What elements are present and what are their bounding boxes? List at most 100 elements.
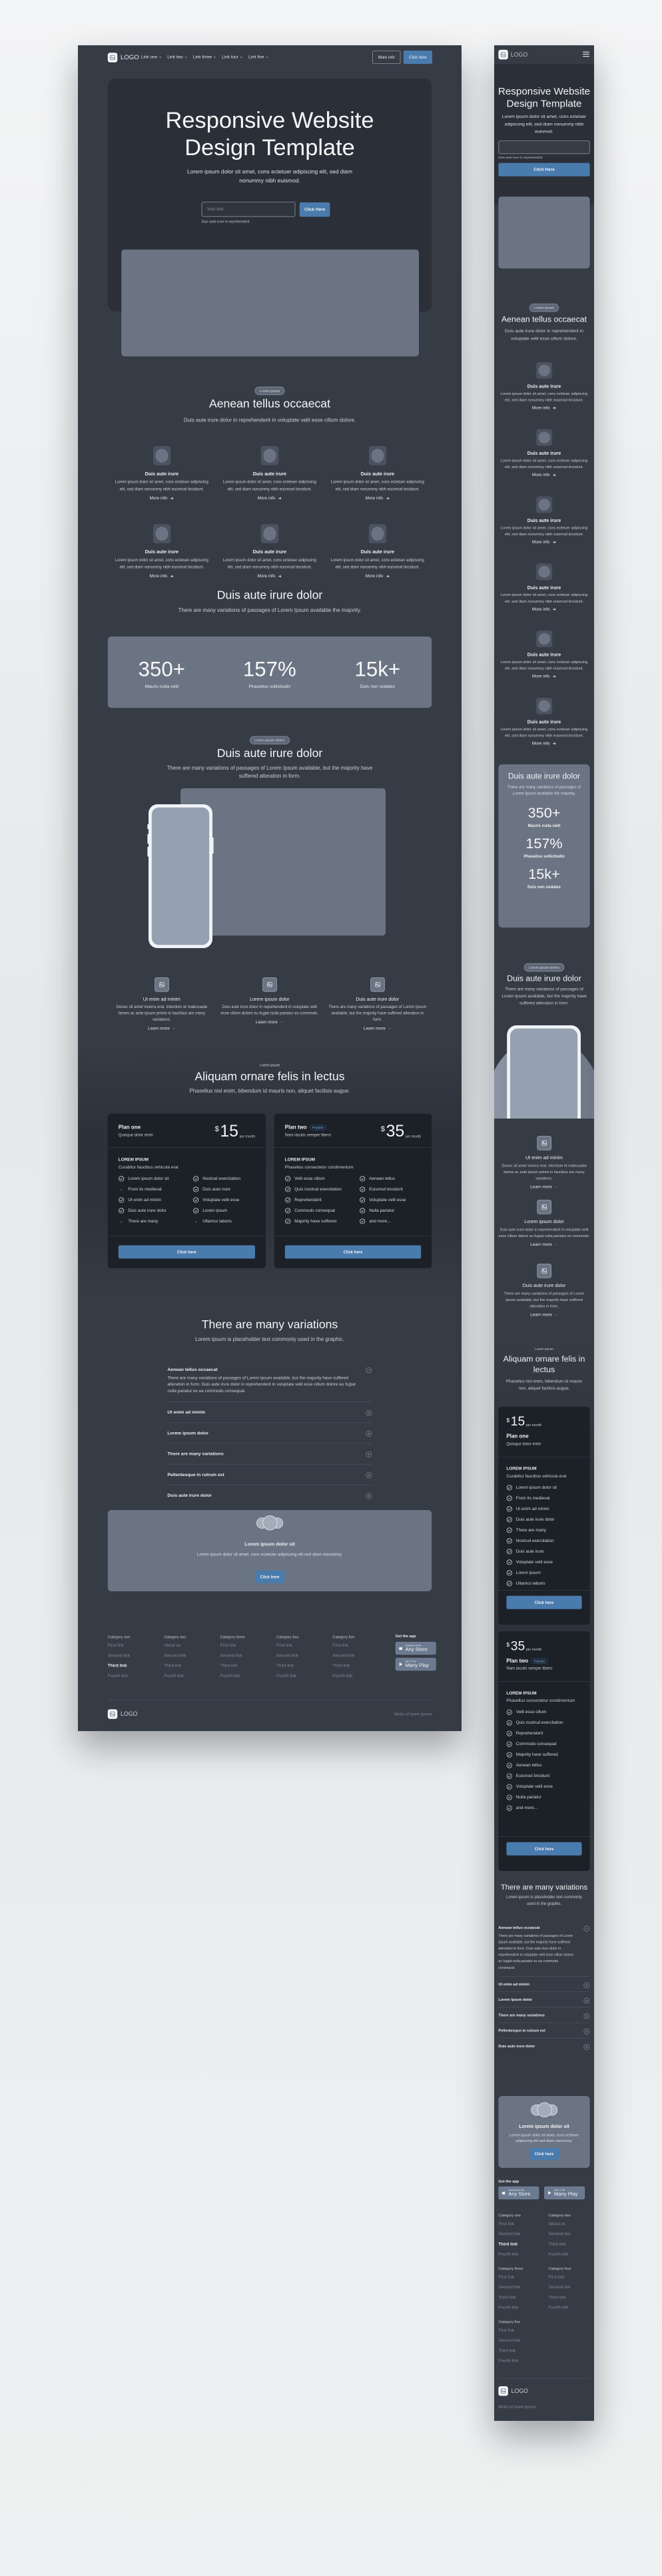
more-info-link[interactable]: More info — [366, 574, 390, 579]
more-info-link[interactable]: More info — [532, 741, 556, 746]
nav-link[interactable]: Link two — [167, 55, 187, 59]
app-store-badge[interactable]: GET IT ON Many Play — [395, 1658, 436, 1671]
footer-link[interactable]: Second link — [548, 2232, 571, 2236]
cta-button[interactable]: Click here — [254, 1570, 285, 1583]
minus-circle-icon[interactable] — [583, 1926, 590, 1932]
footer-logo[interactable]: LOGO — [498, 2386, 528, 2396]
faq-item[interactable]: Aenean tellus occaecat There are many va… — [167, 1360, 372, 1402]
plus-circle-icon[interactable] — [583, 2013, 590, 2019]
more-info-link[interactable]: More info — [150, 496, 174, 501]
footer-link[interactable]: Second link — [276, 1653, 299, 1658]
footer-link[interactable]: First link — [498, 2221, 515, 2226]
logo[interactable]: LOGO — [107, 53, 139, 63]
plan-button[interactable]: Click here — [506, 1842, 582, 1856]
more-info-link[interactable]: More info — [366, 496, 390, 501]
app-store-badge[interactable]: Download on the Any Store — [395, 1642, 436, 1655]
plan-button[interactable]: Click here — [506, 1595, 582, 1609]
app-store-badge[interactable]: Download on the Any Store — [498, 2187, 539, 2200]
footer-link[interactable]: Second link — [498, 2338, 521, 2343]
faq-item[interactable]: There are many variations — [167, 1443, 372, 1465]
footer-link[interactable]: First link — [332, 1643, 349, 1648]
faq-item[interactable]: Ut enim ad minim — [498, 1977, 590, 1992]
footer-link[interactable]: Fourth link — [332, 1673, 353, 1678]
footer-link[interactable]: About us — [164, 1643, 181, 1648]
footer-link[interactable]: Fourth link — [498, 2358, 519, 2364]
cta-button[interactable]: Click here — [529, 2148, 559, 2161]
nav-link[interactable]: Link four — [222, 55, 242, 59]
learn-more-link[interactable]: Learn more — [148, 1026, 176, 1031]
footer-link[interactable]: Fourth link — [498, 2305, 519, 2310]
footer-link[interactable]: Third link — [107, 1663, 127, 1669]
footer-link[interactable]: First link — [220, 1643, 236, 1648]
footer-link[interactable]: Third link — [164, 1663, 182, 1669]
footer-link[interactable]: Third link — [332, 1663, 350, 1669]
faq-item[interactable]: Aenean tellus occaecat There are many va… — [498, 1920, 590, 1977]
click-here-button[interactable]: Click here — [403, 51, 432, 64]
learn-more-link[interactable]: Learn more — [530, 1184, 558, 1189]
footer-link[interactable]: Second link — [548, 2285, 571, 2290]
plan-button[interactable]: Click here — [118, 1245, 255, 1259]
more-info-button[interactable]: More info — [372, 51, 401, 64]
plus-circle-icon[interactable] — [583, 2044, 590, 2051]
hero-submit-button[interactable]: Click Here — [498, 162, 590, 176]
footer-link[interactable]: Third link — [548, 2295, 566, 2300]
more-info-link[interactable]: More info — [532, 405, 556, 410]
learn-more-link[interactable]: Learn more — [364, 1026, 392, 1031]
mobile-logo[interactable]: LOGO — [498, 49, 527, 60]
faq-item[interactable]: There are many variations — [498, 2007, 590, 2023]
more-info-link[interactable]: More info — [258, 496, 282, 501]
hero-submit-button[interactable]: Click Here — [299, 202, 330, 217]
plus-circle-icon[interactable] — [583, 1997, 590, 2004]
footer-link[interactable]: Fourth link — [548, 2305, 569, 2310]
footer-link[interactable]: Third link — [498, 2295, 516, 2300]
footer-link[interactable]: Fourth link — [498, 2252, 519, 2257]
faq-item[interactable]: Lorem ipsum dolor — [498, 1992, 590, 2008]
footer-link[interactable]: First link — [276, 1643, 292, 1648]
minus-circle-icon[interactable] — [366, 1367, 372, 1374]
nav-link[interactable]: Link one — [141, 55, 162, 59]
footer-link[interactable]: Fourth link — [276, 1673, 296, 1678]
footer-link[interactable]: Second link — [220, 1653, 242, 1658]
plus-circle-icon[interactable] — [583, 2028, 590, 2035]
hero-text-input[interactable] — [498, 140, 590, 154]
faq-item[interactable]: Duis aute irure dolor — [167, 1485, 372, 1505]
plus-circle-icon[interactable] — [366, 1472, 372, 1479]
footer-link[interactable]: Third link — [220, 1663, 238, 1669]
footer-link[interactable]: About us — [548, 2221, 565, 2226]
footer-link[interactable]: Fourth link — [548, 2252, 569, 2257]
footer-logo[interactable]: LOGO — [107, 1709, 137, 1719]
faq-item[interactable]: Lorem ipsum dolor — [167, 1423, 372, 1444]
footer-link[interactable]: Third link — [276, 1663, 294, 1669]
footer-link[interactable]: Third link — [548, 2242, 566, 2246]
nav-link[interactable]: Link three — [193, 55, 216, 59]
plan-button[interactable]: Click here — [284, 1245, 422, 1259]
faq-item[interactable]: Pellentesque in rutrum est — [498, 2023, 590, 2039]
nav-link[interactable]: Link five — [248, 55, 268, 59]
more-info-link[interactable]: More info — [532, 540, 556, 545]
footer-link[interactable]: Second link — [332, 1653, 355, 1658]
footer-link[interactable]: Third link — [498, 2242, 518, 2246]
more-info-link[interactable]: More info — [150, 574, 174, 579]
more-info-link[interactable]: More info — [532, 607, 556, 612]
footer-link[interactable]: First link — [498, 2274, 515, 2280]
faq-item[interactable]: Ut enim ad minim — [167, 1402, 372, 1423]
hamburger-icon[interactable] — [583, 51, 589, 57]
footer-link[interactable]: First link — [498, 2328, 515, 2333]
faq-item[interactable]: Pellentesque in rutrum est — [167, 1465, 372, 1485]
learn-more-link[interactable]: Learn more — [530, 1312, 558, 1317]
plus-circle-icon[interactable] — [583, 1982, 590, 1989]
plus-circle-icon[interactable] — [366, 1430, 372, 1437]
footer-link[interactable]: First link — [107, 1643, 124, 1648]
faq-item[interactable]: Duis aute irure dolor — [498, 2039, 590, 2053]
footer-link[interactable]: First link — [548, 2274, 565, 2280]
footer-link[interactable]: Second link — [164, 1653, 186, 1658]
plus-circle-icon[interactable] — [366, 1410, 372, 1416]
learn-more-link[interactable]: Learn more — [530, 1242, 558, 1247]
footer-link[interactable]: Fourth link — [220, 1673, 240, 1678]
plus-circle-icon[interactable] — [366, 1493, 372, 1499]
footer-link[interactable]: Fourth link — [107, 1673, 128, 1678]
hero-text-input[interactable]: Your text — [201, 202, 296, 217]
plus-circle-icon[interactable] — [366, 1451, 372, 1458]
footer-link[interactable]: Second link — [498, 2232, 521, 2236]
more-info-link[interactable]: More info — [258, 574, 282, 579]
